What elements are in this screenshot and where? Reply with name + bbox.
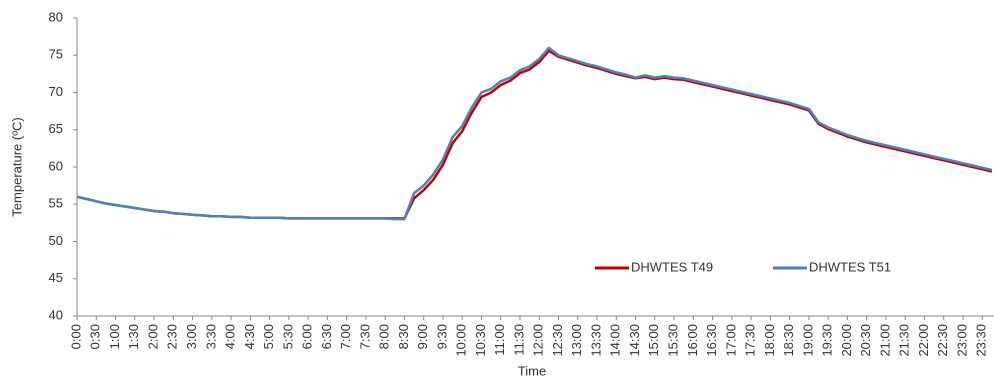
x-tick-label: 7:00 bbox=[338, 324, 353, 349]
x-tick-label: 13:00 bbox=[569, 324, 584, 357]
x-tick-label: 19:00 bbox=[800, 324, 815, 357]
x-tick-label: 5:30 bbox=[280, 324, 295, 349]
x-tick-label: 1:30 bbox=[126, 324, 141, 349]
y-tick-label: 40 bbox=[49, 307, 63, 322]
x-tick-label: 1:00 bbox=[107, 324, 122, 349]
x-tick-label: 12:30 bbox=[550, 324, 565, 357]
x-tick-label: 10:30 bbox=[473, 324, 488, 357]
legend-label: DHWTES T49 bbox=[631, 259, 713, 274]
x-tick-label: 21:00 bbox=[877, 324, 892, 357]
x-tick-label: 8:30 bbox=[396, 324, 411, 349]
x-tick-label: 2:00 bbox=[145, 324, 160, 349]
x-tick-label: 15:00 bbox=[646, 324, 661, 357]
x-tick-label: 15:30 bbox=[665, 324, 680, 357]
x-tick-label: 16:30 bbox=[704, 324, 719, 357]
x-tick-label: 0:30 bbox=[88, 324, 103, 349]
x-tick-label: 22:30 bbox=[935, 324, 950, 357]
x-tick-label: 8:00 bbox=[377, 324, 392, 349]
x-tick-label: 17:00 bbox=[723, 324, 738, 357]
y-tick-label: 65 bbox=[49, 121, 63, 136]
x-tick-label: 9:00 bbox=[415, 324, 430, 349]
series-line bbox=[76, 46, 993, 221]
x-tick-label: 20:00 bbox=[839, 324, 854, 357]
x-tick-label: 18:00 bbox=[762, 324, 777, 357]
y-tick-label: 60 bbox=[49, 158, 63, 173]
y-tick-label: 55 bbox=[49, 196, 63, 211]
y-tick-label: 50 bbox=[49, 233, 63, 248]
x-tick-label: 11:00 bbox=[492, 324, 507, 356]
x-tick-label: 22:00 bbox=[916, 324, 931, 357]
y-tick-label: 80 bbox=[49, 9, 63, 24]
x-tick-label: 13:30 bbox=[588, 324, 603, 357]
x-tick-label: 19:30 bbox=[820, 324, 835, 357]
x-tick-label: 10:00 bbox=[454, 324, 469, 357]
x-tick-label: 16:00 bbox=[685, 324, 700, 357]
x-tick-label: 4:30 bbox=[242, 324, 257, 349]
x-tick-label: 5:00 bbox=[261, 324, 276, 349]
x-tick-label: 6:30 bbox=[319, 324, 334, 349]
x-tick-label: 20:30 bbox=[858, 324, 873, 357]
y-tick-label: 75 bbox=[49, 47, 63, 62]
series-line bbox=[76, 49, 993, 220]
x-tick-label: 4:00 bbox=[223, 324, 238, 349]
y-axis-title: Temperature (ºC) bbox=[9, 117, 24, 216]
x-tick-label: 6:00 bbox=[300, 324, 315, 349]
x-axis-title: Time bbox=[518, 363, 546, 378]
legend-label: DHWTES T51 bbox=[809, 259, 891, 274]
x-tick-label: 14:00 bbox=[608, 324, 623, 357]
x-tick-label: 23:30 bbox=[974, 324, 989, 357]
x-tick-label: 23:00 bbox=[954, 324, 969, 357]
y-tick-label: 45 bbox=[49, 270, 63, 285]
x-tick-label: 2:30 bbox=[165, 324, 180, 349]
x-tick-label: 21:30 bbox=[897, 324, 912, 357]
x-tick-label: 3:00 bbox=[184, 324, 199, 349]
x-tick-label: 0:00 bbox=[68, 324, 83, 349]
x-tick-label: 11:30 bbox=[511, 324, 526, 356]
x-tick-label: 7:30 bbox=[357, 324, 372, 349]
x-tick-label: 9:30 bbox=[434, 324, 449, 349]
x-tick-label: 12:00 bbox=[531, 324, 546, 357]
y-tick-label: 70 bbox=[49, 84, 63, 99]
x-tick-label: 17:30 bbox=[743, 324, 758, 357]
x-tick-label: 18:30 bbox=[781, 324, 796, 357]
x-tick-label: 3:30 bbox=[203, 324, 218, 349]
x-tick-label: 14:30 bbox=[627, 324, 642, 357]
